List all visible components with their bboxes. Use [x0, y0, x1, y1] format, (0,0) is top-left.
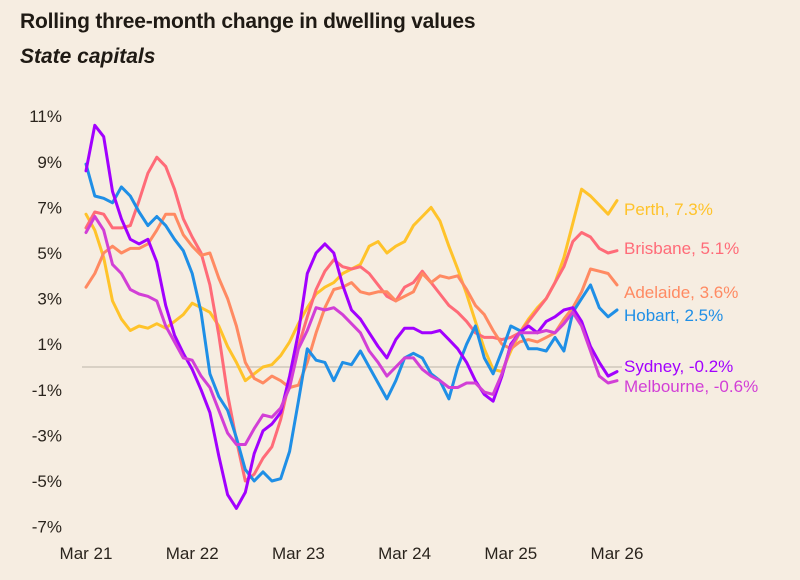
- x-tick-label: Mar 22: [166, 544, 219, 563]
- x-axis-ticks: Mar 21 Mar 22 Mar 23 Mar 24 Mar 25 Mar 26: [60, 544, 644, 563]
- x-tick-label: Mar 21: [60, 544, 113, 563]
- y-tick-label: -1%: [32, 381, 62, 400]
- y-tick-label: 1%: [37, 335, 62, 354]
- series-line-hobart: [84, 162, 619, 483]
- y-axis-ticks: 11% 9% 7% 5% 3% 1% -1% -3% -5% -7%: [29, 107, 62, 536]
- series-line-adelaide: [84, 212, 619, 389]
- series-line-perth: [84, 187, 619, 383]
- y-tick-label: 7%: [37, 198, 62, 217]
- x-tick-label: Mar 26: [591, 544, 644, 563]
- y-tick-label: 9%: [37, 153, 62, 172]
- y-tick-label: 11%: [29, 107, 62, 126]
- series-label-brisbane: Brisbane, 5.1%: [624, 239, 739, 258]
- y-tick-label: -7%: [32, 518, 62, 537]
- series-line-brisbane: [84, 155, 619, 483]
- series-label-adelaide: Adelaide, 3.6%: [624, 283, 738, 302]
- series-labels: Perth, 7.3% Brisbane, 5.1% Adelaide, 3.6% H…: [624, 200, 758, 396]
- series-line-melbourne: [84, 215, 619, 446]
- series-label-hobart: Hobart, 2.5%: [624, 306, 723, 325]
- series-line-sydney: [84, 123, 619, 510]
- chart-title: Rolling three-month change in dwelling v…: [20, 10, 476, 33]
- series-lines: [84, 123, 619, 510]
- x-tick-label: Mar 24: [378, 544, 431, 563]
- x-tick-label: Mar 23: [272, 544, 325, 563]
- chart-subtitle: State capitals: [20, 45, 156, 68]
- y-tick-label: 5%: [37, 244, 62, 263]
- y-tick-label: -5%: [32, 472, 62, 491]
- series-label-perth: Perth, 7.3%: [624, 200, 713, 219]
- y-tick-label: -3%: [32, 426, 62, 445]
- series-label-sydney: Sydney, -0.2%: [624, 357, 733, 376]
- x-tick-label: Mar 25: [484, 544, 537, 563]
- series-label-melbourne: Melbourne, -0.6%: [624, 377, 758, 396]
- y-tick-label: 3%: [37, 290, 62, 309]
